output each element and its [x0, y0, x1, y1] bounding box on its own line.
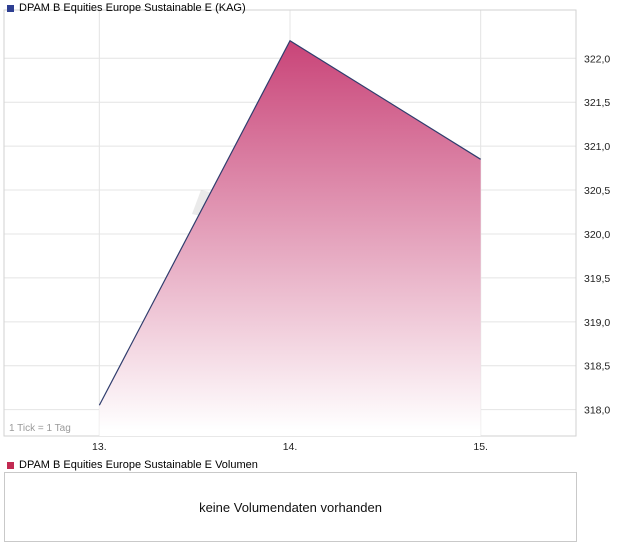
price-line	[98, 39, 481, 406]
price-legend-swatch-icon	[7, 4, 14, 12]
volume-legend-label: DPAM B Equities Europe Sustainable E Vol…	[19, 459, 258, 471]
y-axis-label: 319,5	[584, 273, 610, 285]
y-axis-label: 320,5	[584, 185, 610, 197]
tick-note: 1 Tick = 1 Tag	[9, 423, 71, 434]
y-axis-label: 319,0	[584, 317, 610, 329]
price-legend: DPAM B Equities Europe Sustainable E (KA…	[7, 2, 246, 14]
x-axis-label: 15.	[473, 441, 488, 453]
x-axis-label: 13.	[92, 441, 107, 453]
y-axis-label: 321,5	[584, 97, 610, 109]
volume-empty-message: keine Volumendaten vorhanden	[199, 499, 382, 515]
watermark	[192, 190, 210, 216]
y-axis-label: 318,5	[584, 361, 610, 373]
y-axis-label: 321,0	[584, 141, 610, 153]
y-axis-label: 320,0	[584, 229, 610, 241]
price-legend-label: DPAM B Equities Europe Sustainable E (KA…	[19, 2, 246, 14]
y-axis-label: 318,0	[584, 405, 610, 417]
volume-legend-swatch-icon	[7, 461, 14, 469]
volume-empty-box: keine Volumendaten vorhanden	[4, 472, 577, 542]
price-chart: 318,0 318,5 319,0 319,5 320,0 320,5 321,0 321,5…	[3, 9, 610, 453]
volume-legend: DPAM B Equities Europe Sustainable E Vol…	[7, 459, 258, 471]
x-axis-label: 14.	[283, 441, 298, 453]
y-axis-label: 322,0	[584, 53, 610, 65]
price-area	[99, 40, 481, 436]
